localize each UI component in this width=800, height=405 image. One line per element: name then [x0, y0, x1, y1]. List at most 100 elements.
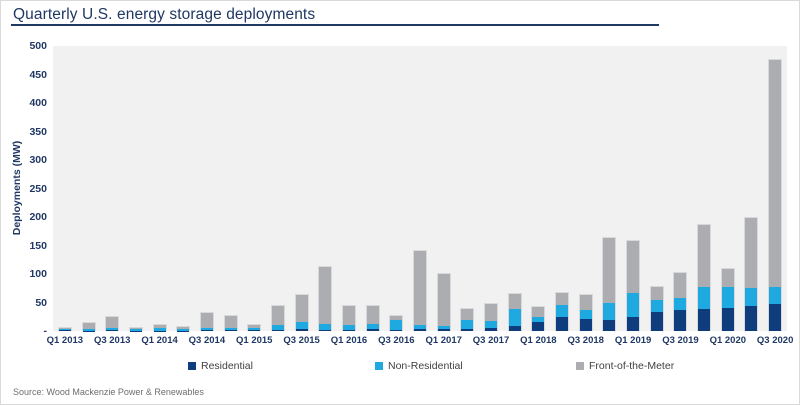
segment-residential — [485, 327, 498, 331]
segment-front-of-the-meter — [556, 293, 569, 306]
x-tick-label: Q1 2020 — [709, 335, 747, 346]
x-tick-label: Q3 2013 — [93, 335, 131, 346]
x-tick-label: Q1 2019 — [614, 335, 652, 346]
page-title: Quarterly U.S. energy storage deployment… — [13, 6, 316, 23]
x-tick-label: Q3 2015 — [283, 335, 320, 346]
segment-non-residential — [485, 320, 498, 328]
segment-non-residential — [319, 324, 332, 330]
segment-non-residential — [627, 292, 640, 317]
segment-non-residential — [579, 310, 592, 320]
bar-q1-2017 — [436, 273, 451, 331]
segment-non-residential — [153, 328, 166, 331]
y-tick-label: 100 — [29, 268, 47, 280]
bar-q1-2018 — [531, 305, 546, 331]
x-tick-label: Q1 2017 — [425, 335, 462, 346]
legend-label: Front-of-the-Meter — [589, 360, 675, 372]
y-tick-label: 150 — [29, 239, 47, 252]
bar-q1-2014 — [152, 324, 167, 331]
segment-non-residential — [437, 325, 450, 330]
bar-q4-2015 — [318, 266, 333, 331]
x-tick-label: Q3 2020 — [756, 335, 794, 346]
segment-front-of-the-meter — [295, 295, 308, 323]
segment-non-residential — [532, 316, 545, 323]
bar-q2-2014 — [176, 326, 191, 331]
segment-front-of-the-meter — [721, 269, 734, 288]
segment-residential — [579, 319, 592, 331]
bar-q1-2016 — [341, 304, 356, 331]
bar-q2-2016 — [365, 304, 380, 331]
segment-residential — [698, 309, 711, 331]
segment-residential — [532, 322, 545, 331]
y-tick-label: 200 — [29, 211, 47, 223]
segment-front-of-the-meter — [745, 218, 758, 289]
bar-q2-2015 — [270, 304, 285, 331]
segment-residential — [461, 328, 474, 331]
segment-front-of-the-meter — [579, 294, 592, 311]
bar-q3-2014 — [199, 311, 214, 331]
segment-residential — [342, 329, 355, 331]
segment-residential — [674, 309, 687, 331]
bar-q4-2014 — [223, 314, 238, 331]
segment-front-of-the-meter — [366, 305, 379, 324]
legend-swatch-icon — [188, 362, 196, 370]
segment-front-of-the-meter — [153, 325, 166, 329]
segment-residential — [414, 328, 426, 331]
bar-q4-2018 — [602, 237, 617, 331]
segment-non-residential — [271, 324, 284, 330]
bar-q1-2019 — [626, 239, 641, 331]
plot-area — [53, 46, 787, 331]
segment-front-of-the-meter — [769, 60, 782, 287]
bar-q3-2013 — [105, 315, 120, 331]
segment-front-of-the-meter — [485, 304, 498, 321]
segment-front-of-the-meter — [82, 322, 95, 330]
segment-front-of-the-meter — [437, 274, 450, 326]
segment-residential — [556, 317, 569, 331]
segment-residential — [366, 329, 379, 331]
y-tick-label: 50 — [35, 296, 47, 309]
segment-front-of-the-meter — [129, 328, 142, 330]
segment-residential — [627, 316, 640, 331]
segment-non-residential — [248, 328, 261, 331]
segment-front-of-the-meter — [603, 238, 616, 304]
segment-non-residential — [721, 287, 734, 308]
x-tick-label: Q1 2018 — [520, 335, 557, 346]
segment-front-of-the-meter — [461, 308, 474, 320]
segment-residential — [200, 330, 213, 331]
segment-residential — [106, 330, 119, 331]
y-tick-label: 250 — [29, 182, 47, 195]
segment-non-residential — [224, 327, 237, 331]
bar-q3-2015 — [294, 294, 309, 331]
segment-non-residential — [674, 297, 687, 310]
segment-front-of-the-meter — [342, 305, 355, 326]
bar-q4-2013 — [128, 327, 143, 331]
segment-front-of-the-meter — [698, 225, 711, 287]
y-tick-label: - — [43, 325, 48, 337]
bar-q1-2015 — [247, 324, 262, 331]
y-tick-label: 500 — [29, 40, 47, 52]
bar-q3-2020 — [768, 59, 783, 331]
segment-non-residential — [390, 320, 403, 330]
segment-residential — [319, 329, 332, 331]
segment-residential — [721, 307, 734, 331]
segment-front-of-the-meter — [106, 316, 119, 329]
segment-non-residential — [342, 325, 355, 330]
segment-non-residential — [106, 328, 119, 331]
segment-non-residential — [603, 303, 616, 321]
x-tick-label: Q3 2014 — [188, 335, 226, 346]
segment-residential — [58, 330, 71, 331]
bar-q1-2013 — [57, 327, 72, 331]
segment-non-residential — [508, 309, 521, 326]
x-tick-label: Q3 2019 — [662, 335, 699, 346]
x-tick-label: Q1 2013 — [46, 335, 84, 346]
legend-item-front-of-the-meter: Front-of-the-Meter — [576, 360, 674, 372]
y-tick-label: 400 — [29, 97, 47, 109]
segment-front-of-the-meter — [414, 251, 426, 325]
segment-front-of-the-meter — [248, 325, 261, 329]
segment-front-of-the-meter — [58, 328, 71, 329]
segment-non-residential — [200, 328, 213, 331]
bar-q4-2016 — [413, 250, 427, 331]
segment-non-residential — [414, 324, 426, 329]
segment-residential — [650, 311, 663, 331]
segment-front-of-the-meter — [674, 273, 687, 298]
bar-q4-2017 — [507, 292, 522, 331]
